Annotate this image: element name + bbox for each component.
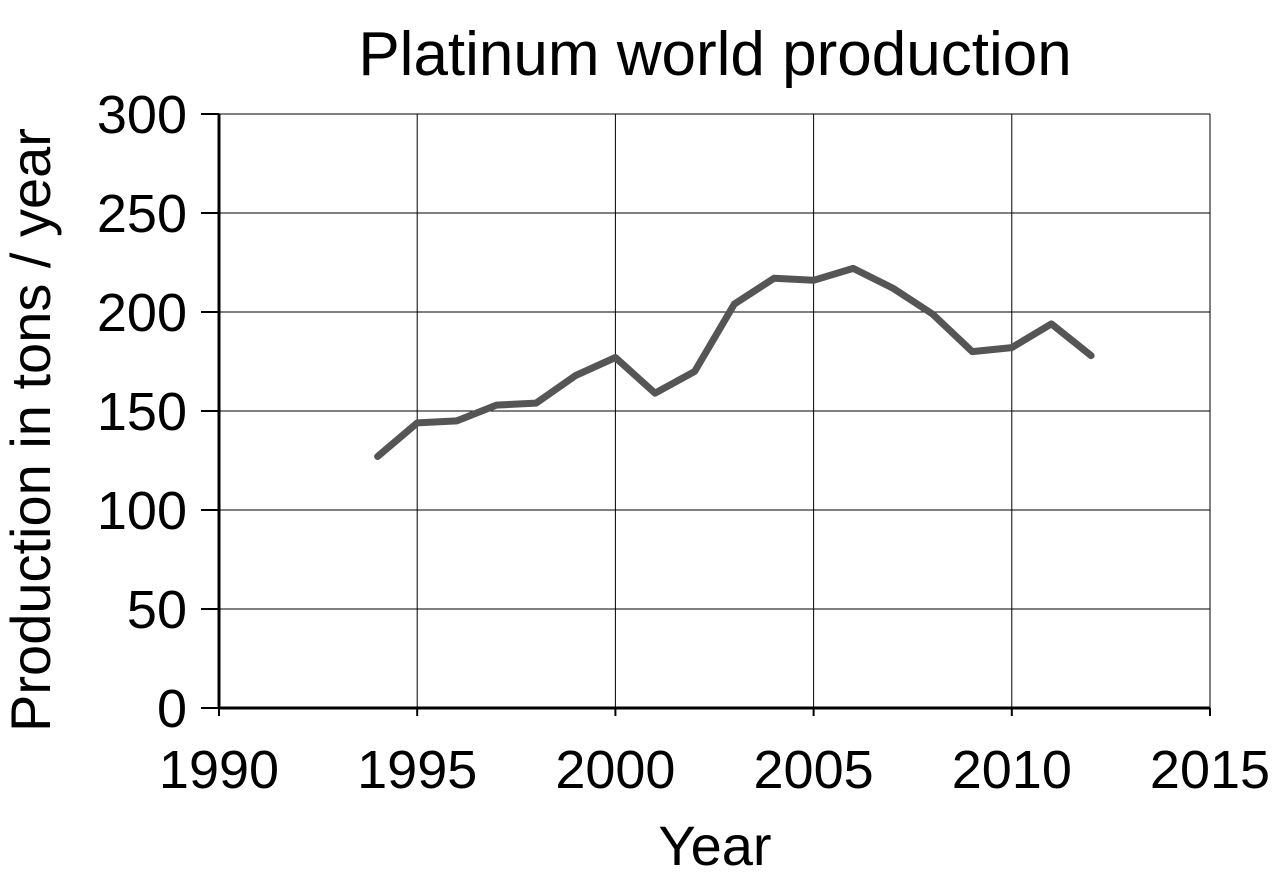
tick-labels: 0 50 100 150 200 250 300 1990 1995 2000 2005 2010 20…: [97, 85, 1270, 800]
axes: [201, 113, 1211, 716]
x-tick-label: 2000: [555, 740, 675, 800]
y-tick-label: 100: [97, 481, 187, 541]
series-layer: [374, 264, 1095, 460]
y-tick-label: 200: [97, 283, 187, 343]
x-tick-label: 1995: [357, 740, 477, 800]
grid: [219, 113, 1211, 708]
y-tick-label: 250: [97, 184, 187, 244]
y-tick-label: 300: [97, 85, 187, 145]
x-tick-label: 2015: [1150, 740, 1270, 800]
series-line: [374, 264, 1095, 460]
x-axis-label: Year: [658, 814, 771, 877]
y-tick-label: 50: [127, 580, 187, 640]
x-tick-label: 1990: [159, 740, 279, 800]
x-tick-label: 2010: [952, 740, 1072, 800]
x-tick-label: 2005: [754, 740, 874, 800]
y-tick-label: 0: [157, 679, 187, 739]
y-tick-label: 150: [97, 382, 187, 442]
y-axis-label: Production in tons / year: [0, 128, 62, 732]
chart-title: Platinum world production: [358, 20, 1071, 89]
